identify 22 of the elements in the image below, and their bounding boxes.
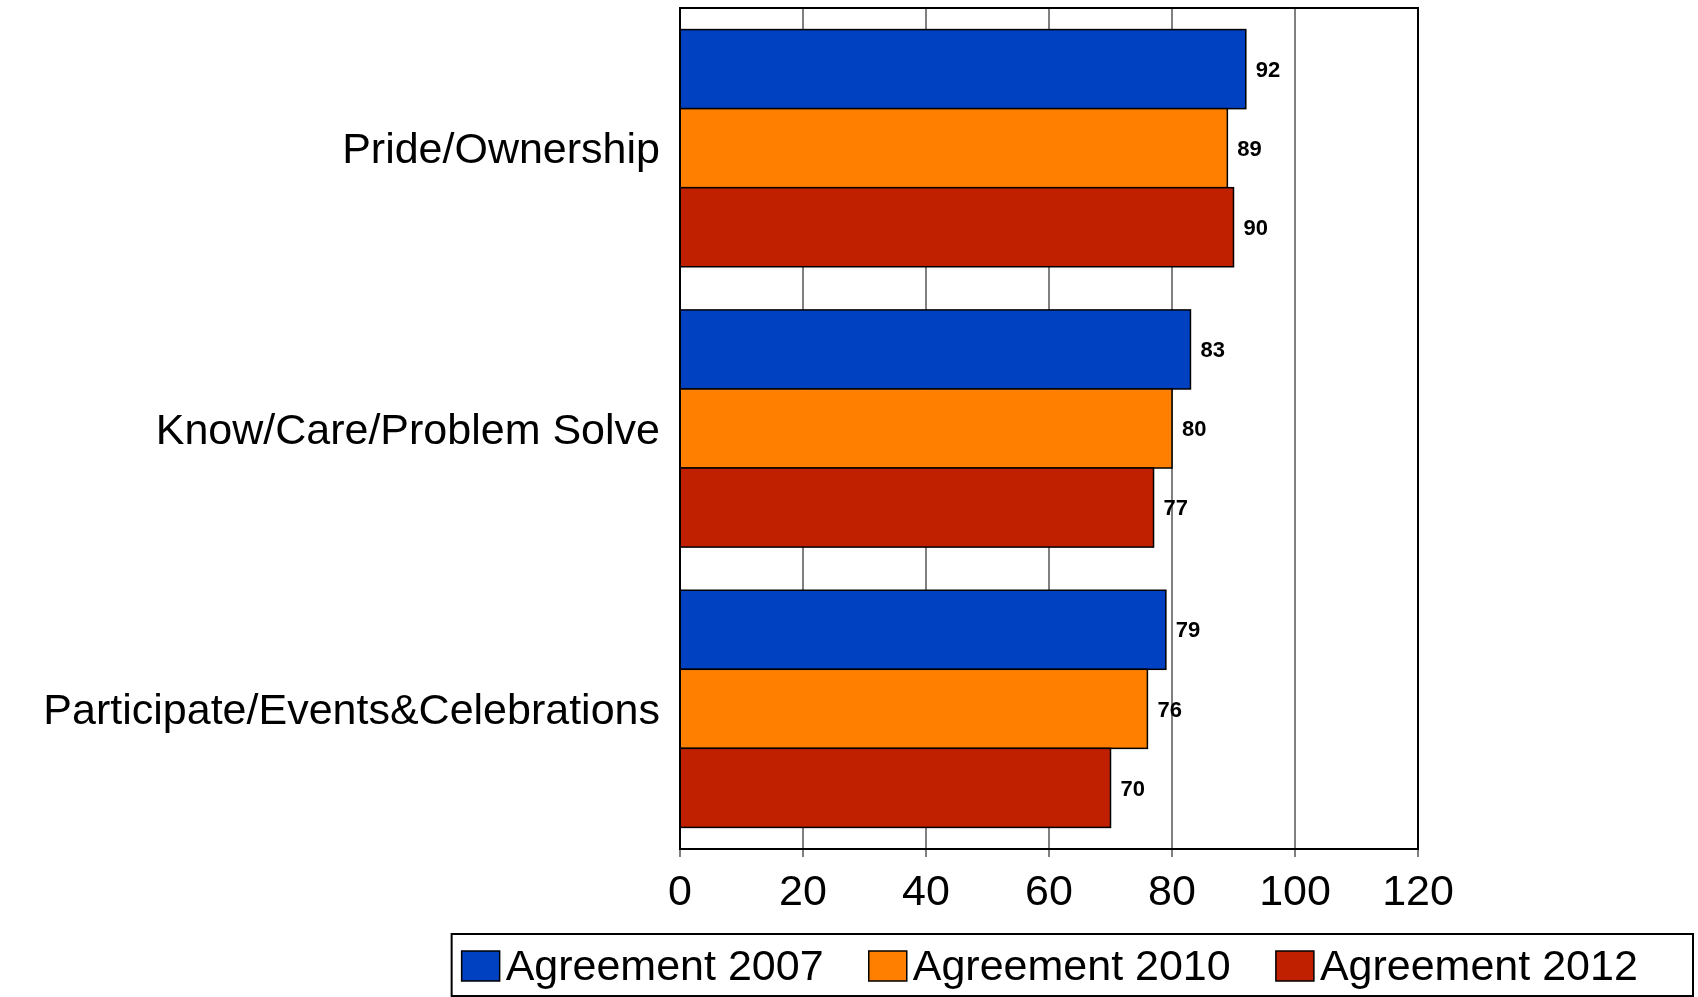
legend-label: Agreement 2012 [1319,941,1638,989]
y-tick-label: Pride/Ownership [342,124,660,173]
data-label: 90 [1243,214,1268,240]
x-tick-label: 80 [1148,866,1196,914]
y-tick-label: Participate/Events&Celebrations [43,684,660,733]
y-tick-label: Know/Care/Problem Solve [155,404,660,453]
legend-label: Agreement 2007 [505,941,824,989]
data-label: 77 [1163,495,1189,521]
x-tick-label: 100 [1259,866,1331,914]
data-label: 70 [1120,775,1145,801]
data-label: 83 [1200,337,1225,363]
data-label: 76 [1157,696,1182,722]
data-label: 89 [1237,135,1262,161]
x-tick-label: 120 [1382,866,1454,914]
legend-label: Agreement 2010 [912,941,1231,989]
x-tick-label: 40 [902,866,950,914]
data-label: 80 [1182,416,1207,442]
data-label: 79 [1175,617,1201,643]
data-label: 92 [1255,56,1281,82]
x-tick-label: 0 [668,866,692,914]
x-tick-label: 60 [1025,866,1073,914]
x-tick-label: 20 [779,866,827,914]
